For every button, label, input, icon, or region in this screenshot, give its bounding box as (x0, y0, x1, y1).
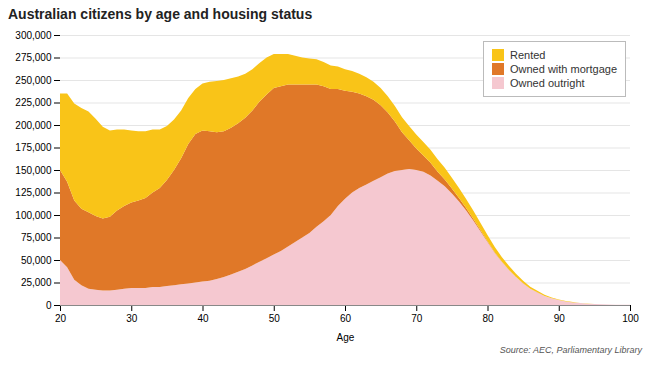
svg-text:100: 100 (622, 313, 639, 324)
svg-text:0: 0 (46, 300, 52, 311)
svg-text:150,000: 150,000 (15, 165, 52, 176)
html-text:Rented: Rented (510, 49, 546, 61)
svg-text:50,000: 50,000 (21, 255, 52, 266)
svg-text:275,000: 275,000 (15, 52, 52, 63)
svg-text:30: 30 (126, 313, 138, 324)
svg-text:Age: Age (337, 332, 355, 343)
svg-text:200,000: 200,000 (15, 120, 52, 131)
svg-text:50: 50 (269, 313, 281, 324)
svg-text:100,000: 100,000 (15, 210, 52, 221)
svg-text:60: 60 (340, 313, 352, 324)
html-text:Owned with mortgage: Owned with mortgage (510, 63, 617, 75)
svg-text:40: 40 (197, 313, 209, 324)
svg-text:75,000: 75,000 (21, 232, 52, 243)
html-text:Australian citizens by age and: Australian citizens by age and housing s… (8, 6, 313, 22)
svg-text:225,000: 225,000 (15, 97, 52, 108)
html-text:Owned outright: Owned outright (510, 77, 585, 89)
svg-text:80: 80 (482, 313, 494, 324)
svg-text:125,000: 125,000 (15, 187, 52, 198)
svg-text:20: 20 (55, 313, 67, 324)
svg-text:250,000: 250,000 (15, 75, 52, 86)
svg-text:90: 90 (554, 313, 566, 324)
svg-text:25,000: 25,000 (21, 277, 52, 288)
html-text:Source: AEC, Parliamentary Lib: Source: AEC, Parliamentary Library (499, 345, 642, 355)
svg-text:300,000: 300,000 (15, 30, 52, 41)
svg-text:70: 70 (411, 313, 423, 324)
svg-text:175,000: 175,000 (15, 142, 52, 153)
